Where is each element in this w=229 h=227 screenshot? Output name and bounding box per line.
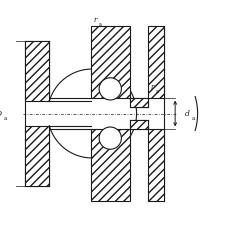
Bar	[25, 126, 49, 186]
Bar	[148, 129, 164, 201]
Bar	[25, 41, 49, 101]
Bar	[130, 120, 148, 129]
Text: r: r	[150, 83, 153, 91]
Text: d: d	[184, 109, 188, 118]
Bar	[91, 26, 129, 98]
Bar	[148, 26, 164, 98]
Text: D: D	[0, 109, 1, 118]
Circle shape	[99, 78, 121, 100]
Text: r: r	[93, 16, 96, 24]
Bar	[91, 129, 129, 201]
Text: a: a	[191, 116, 194, 121]
Text: a: a	[155, 89, 158, 94]
Text: a: a	[98, 22, 101, 27]
Circle shape	[99, 127, 121, 149]
Text: a: a	[3, 116, 7, 121]
Bar	[130, 98, 148, 107]
